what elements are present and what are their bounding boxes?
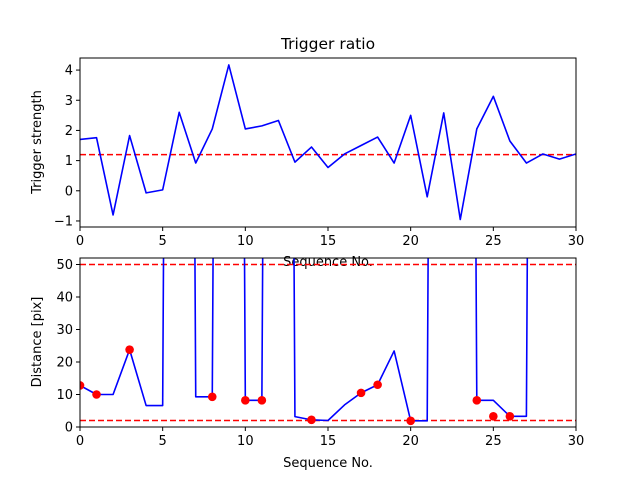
y-tick-label: 1 [65, 154, 73, 169]
x-tick-label: 20 [402, 434, 419, 449]
y-axis-label: Distance [pix] [30, 297, 45, 388]
y-tick-label: 40 [56, 291, 73, 306]
x-tick-label: 15 [320, 434, 337, 449]
y-tick-label: 3 [65, 94, 73, 109]
y-tick-label: 4 [65, 64, 73, 79]
series-line [80, 64, 576, 221]
data-point [505, 411, 515, 421]
data-point [241, 396, 250, 405]
data-point [257, 396, 267, 405]
y-tick-label: 10 [56, 388, 73, 403]
x-tick-label: 0 [76, 234, 84, 249]
data-point [125, 345, 134, 354]
series-line [80, 258, 529, 422]
x-tick-label: 15 [320, 234, 337, 249]
data-point [356, 388, 366, 398]
data-point [207, 392, 217, 402]
data-point [307, 415, 316, 425]
y-tick-label: 0 [65, 184, 73, 199]
x-tick-label: 10 [237, 234, 254, 249]
x-tick-label: 30 [568, 234, 585, 249]
y-axis-label: Trigger strength [30, 90, 45, 195]
x-axis-label: Sequence No. [283, 255, 373, 270]
data-point [472, 396, 482, 405]
x-axis-label: Sequence No. [283, 456, 373, 471]
x-tick-label: 25 [485, 234, 502, 249]
x-tick-label: 0 [76, 434, 84, 449]
data-point [489, 411, 498, 421]
chart-title: Trigger ratio [280, 35, 375, 53]
y-tick-label: 20 [56, 356, 73, 371]
x-tick-label: 5 [159, 234, 167, 249]
x-tick-label: 20 [402, 234, 419, 249]
x-tick-label: 30 [568, 434, 585, 449]
y-tick-label: 50 [56, 258, 73, 273]
x-tick-label: 10 [237, 434, 254, 449]
y-tick-label: 2 [65, 124, 73, 139]
data-point [406, 416, 415, 426]
data-point [92, 390, 101, 399]
x-tick-label: 5 [159, 434, 167, 449]
y-tick-label: 0 [65, 421, 73, 436]
distance-panel: 0 5 10 15 20 25 30 0 10 20 30 40 50 Sequence No. Dis… [30, 257, 585, 471]
y-tick-label: 30 [56, 323, 73, 338]
data-point [373, 380, 382, 390]
data-point [80, 381, 85, 390]
y-tick-label: −1 [54, 214, 73, 229]
x-tick-label: 25 [485, 434, 502, 449]
